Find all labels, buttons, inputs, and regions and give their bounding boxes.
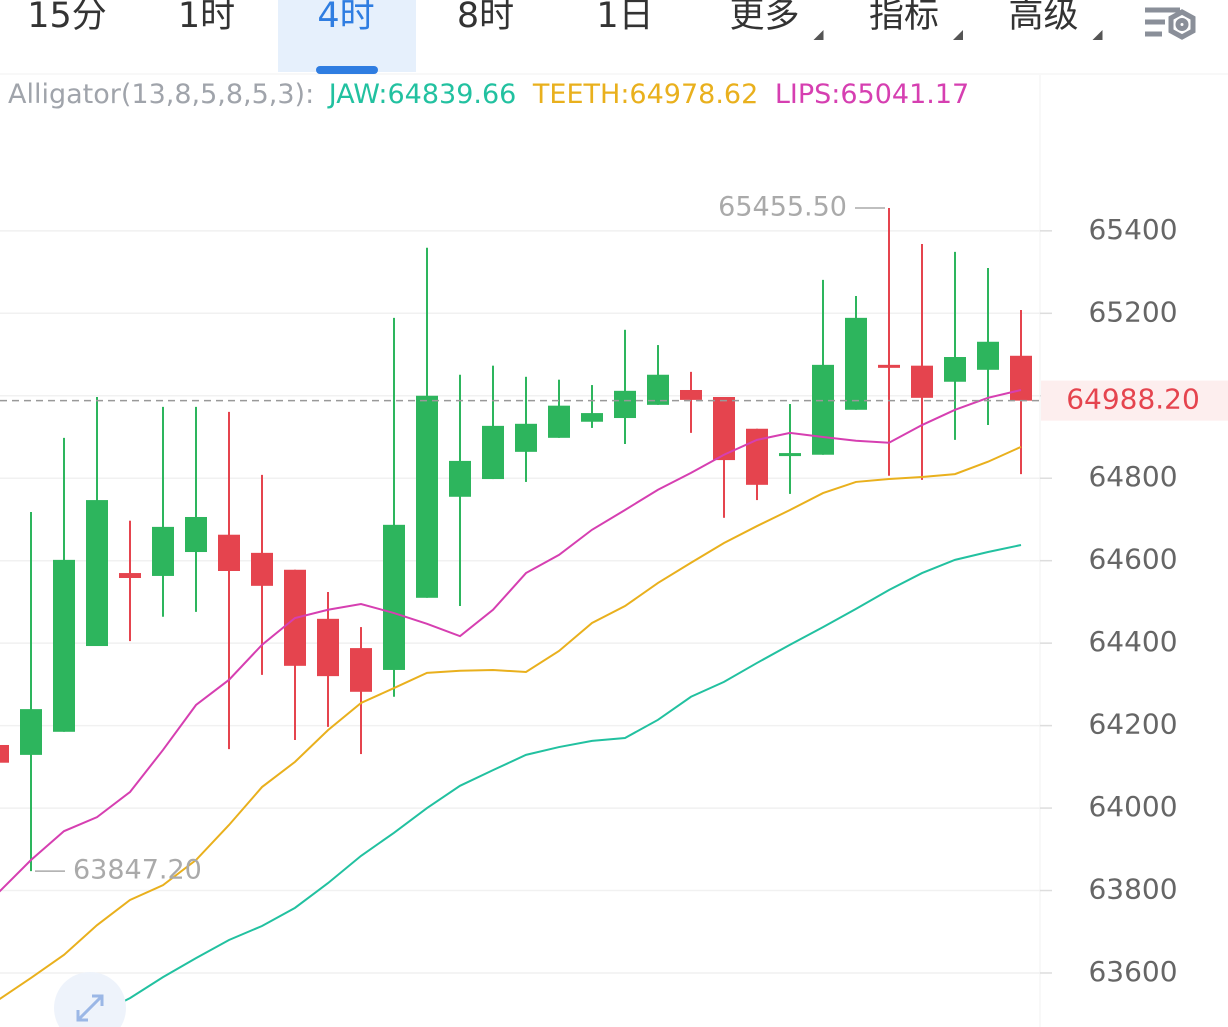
dropdown-caret: [1092, 30, 1103, 40]
y-tick-label: 65200: [1088, 295, 1177, 328]
indicator-line: [63, 544, 1022, 1027]
y-tick-label: 64000: [1088, 790, 1177, 823]
candle-body: [218, 534, 240, 571]
price-axis: 6360063800640006420064400646006480065000…: [1040, 213, 1228, 988]
indicator-line: [0, 445, 1022, 1001]
candle-body: [20, 709, 42, 755]
candle-body: [878, 364, 900, 368]
candle-body: [548, 405, 570, 438]
dropdown-caret: [813, 30, 824, 40]
candle-body: [0, 744, 9, 763]
y-tick-label: 65400: [1088, 213, 1177, 246]
y-tick-label: 64400: [1088, 625, 1177, 658]
y-tick-label: 64600: [1088, 543, 1177, 576]
annotation-label: 65455.50: [718, 191, 847, 222]
indicator-line: [0, 389, 1022, 893]
current-price-bg: [1041, 380, 1228, 421]
candle-body: [647, 374, 669, 405]
active-tab-indicator: [316, 66, 378, 74]
candle-body: [119, 573, 141, 579]
legend-entry: JAW:64839.66: [327, 79, 517, 110]
legend-entry: TEETH:64978.62: [532, 79, 758, 110]
y-tick-label: 63600: [1088, 955, 1177, 988]
candle-body: [845, 317, 867, 410]
tab[interactable]: 1日: [596, 0, 653, 36]
settings-icon[interactable]: [1145, 7, 1196, 40]
y-tick-label: 64200: [1088, 708, 1177, 741]
y-tick-label: 63800: [1088, 873, 1177, 906]
candle-body: [680, 389, 702, 400]
candle-body: [53, 559, 75, 732]
dropdown-caret: [953, 30, 963, 40]
candle-body: [614, 390, 636, 419]
tab[interactable]: 8时: [457, 0, 514, 36]
candle-body: [779, 453, 801, 457]
candle-body: [251, 552, 273, 586]
tab[interactable]: 4时: [317, 0, 374, 36]
tab[interactable]: 指标: [869, 0, 939, 36]
candle-body: [713, 397, 735, 461]
candle-body: [746, 428, 768, 485]
candle-body: [812, 364, 834, 455]
candle-body: [185, 516, 207, 553]
plot-area: 65455.50 63847.20: [0, 191, 1040, 1027]
grid: [0, 230, 1040, 974]
candle-body: [944, 357, 966, 382]
expand-button[interactable]: [54, 972, 126, 1027]
candle-body: [977, 341, 999, 370]
current-price-label: 64988.20: [1066, 383, 1200, 416]
timeframe-tabs: 15分 1时 4时 8时 1日 更多 指标 高级: [27, 0, 1103, 74]
tab[interactable]: 高级: [1008, 0, 1078, 36]
candle-body: [350, 648, 372, 692]
legend-entry: LIPS:65041.17: [775, 79, 969, 110]
tab[interactable]: 15分: [27, 0, 107, 36]
candle-body: [449, 460, 471, 497]
candle-body: [1010, 355, 1032, 401]
tab[interactable]: 更多: [729, 0, 799, 36]
candle-body: [515, 423, 537, 452]
candle-body: [581, 413, 603, 422]
legend-title: Alligator(13,8,5,8,5,3):: [8, 79, 314, 110]
y-tick-label: 64800: [1088, 460, 1177, 493]
tab[interactable]: 1时: [178, 0, 235, 36]
candle-body: [383, 524, 405, 670]
indicator-legend: Alligator(13,8,5,8,5,3): JAW:64839.66 TE…: [8, 79, 969, 110]
candle-body: [317, 618, 339, 677]
candle-body: [482, 425, 504, 480]
candle-body: [86, 500, 108, 647]
active-tab-bg: [278, 0, 416, 72]
candle-body: [152, 526, 174, 576]
candle-body: [911, 365, 933, 398]
annotation-label: 63847.20: [73, 855, 202, 886]
candle-body: [416, 395, 438, 598]
